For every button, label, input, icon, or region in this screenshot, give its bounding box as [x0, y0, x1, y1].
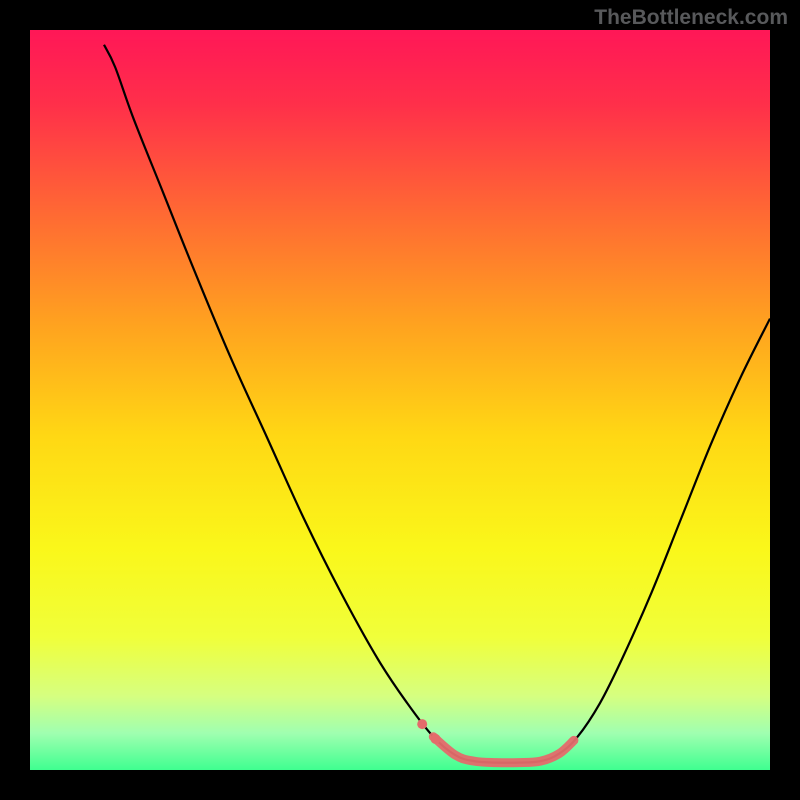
chart-container: TheBottleneck.com [0, 0, 800, 800]
chart-svg [30, 30, 770, 770]
plot-background [30, 30, 770, 770]
marker-dot [431, 734, 441, 744]
watermark-text: TheBottleneck.com [594, 6, 788, 30]
marker-dot [417, 719, 427, 729]
plot-area [30, 30, 770, 770]
